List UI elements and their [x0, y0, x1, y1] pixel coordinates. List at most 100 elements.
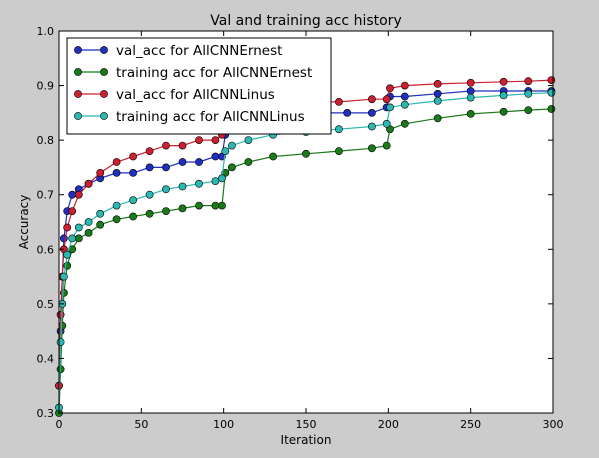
legend-marker [74, 112, 82, 120]
legend-marker [100, 112, 108, 120]
data-point [499, 77, 508, 86]
legend-marker [74, 46, 82, 54]
data-point [466, 93, 475, 102]
data-point [178, 204, 187, 213]
x-tick-label: 0 [56, 418, 63, 431]
y-tick-label: 1.0 [37, 25, 55, 38]
y-tick-label: 0.7 [37, 189, 55, 202]
y-tick-label: 0.4 [37, 352, 55, 365]
data-point [162, 141, 170, 150]
data-point [68, 190, 77, 199]
data-point [524, 89, 533, 98]
x-tick-label: 150 [296, 418, 317, 431]
data-point [343, 109, 352, 117]
data-point [112, 215, 121, 224]
data-point [84, 228, 93, 237]
data-point [145, 147, 154, 155]
data-point [334, 147, 343, 155]
data-point [68, 234, 77, 243]
data-point [74, 223, 83, 232]
data-point [382, 141, 391, 150]
data-point [60, 272, 68, 281]
y-tick-label: 0.6 [37, 243, 55, 256]
x-tick-label: 250 [460, 418, 481, 431]
data-point [211, 177, 220, 185]
data-point [466, 110, 475, 118]
data-point [382, 119, 391, 128]
data-point [63, 223, 72, 232]
x-axis-label: Iteration [281, 433, 332, 447]
data-point [547, 105, 556, 113]
legend-label: val_acc for AllCNNErnest [116, 43, 282, 59]
data-point [178, 182, 187, 191]
y-tick-label: 0.3 [37, 407, 55, 420]
data-point [96, 220, 105, 229]
data-point [211, 201, 220, 210]
y-tick-label: 0.9 [37, 80, 55, 93]
data-point [433, 114, 442, 123]
legend-box [66, 37, 332, 135]
data-point [386, 103, 394, 112]
data-point [68, 207, 77, 215]
y-tick-label: 0.8 [37, 134, 55, 147]
series-3 [55, 88, 556, 412]
data-point [382, 95, 391, 104]
data-point [221, 147, 230, 155]
data-point [400, 100, 409, 109]
legend-label: training acc for AllCNNLinus [116, 109, 305, 125]
data-point [195, 136, 203, 144]
legend: val_acc for AllCNNErnest training acc for… [66, 37, 332, 135]
data-point [74, 190, 83, 199]
data-point [178, 141, 187, 150]
data-point [400, 92, 409, 101]
x-tick-label: 100 [213, 418, 234, 431]
data-point [74, 234, 83, 243]
data-point [145, 190, 154, 199]
data-point [524, 106, 533, 114]
data-point [466, 78, 475, 87]
series-1 [55, 105, 556, 417]
data-point [400, 81, 409, 90]
legend-entry: training acc for AllCNNErnest [74, 65, 312, 81]
legend-entry: val_acc for AllCNNLinus [74, 87, 275, 103]
data-point [112, 201, 121, 210]
legend-marker [74, 90, 82, 98]
chart-title: Val and training acc history [210, 13, 401, 29]
data-point [145, 163, 154, 172]
legend-marker [100, 90, 108, 98]
data-point [367, 122, 376, 131]
data-point [112, 168, 121, 177]
data-point [433, 89, 442, 98]
data-point [218, 201, 226, 210]
data-point [162, 163, 170, 172]
data-point [244, 158, 253, 166]
data-point [386, 84, 394, 93]
data-point [400, 119, 409, 128]
data-point [433, 97, 442, 105]
legend-label: val_acc for AllCNNLinus [116, 87, 275, 103]
data-point [195, 179, 203, 188]
data-point [227, 163, 236, 172]
data-point [84, 179, 93, 188]
data-point [129, 212, 137, 221]
legend-entry: val_acc for AllCNNErnest [74, 43, 282, 59]
data-point [269, 152, 277, 161]
data-point [63, 250, 72, 259]
legend-marker [100, 68, 108, 76]
data-point [195, 201, 203, 210]
data-point [244, 136, 253, 144]
data-point [433, 80, 442, 88]
data-point [84, 218, 93, 226]
legend-marker [74, 68, 82, 76]
data-point [112, 158, 121, 166]
data-point [56, 365, 65, 374]
legend-marker [100, 46, 108, 54]
data-point [334, 98, 343, 106]
data-point [211, 152, 220, 161]
legend-label: training acc for AllCNNErnest [116, 65, 312, 81]
data-point [334, 125, 343, 134]
data-point [211, 136, 220, 144]
data-point [547, 88, 556, 97]
data-point [218, 174, 226, 183]
